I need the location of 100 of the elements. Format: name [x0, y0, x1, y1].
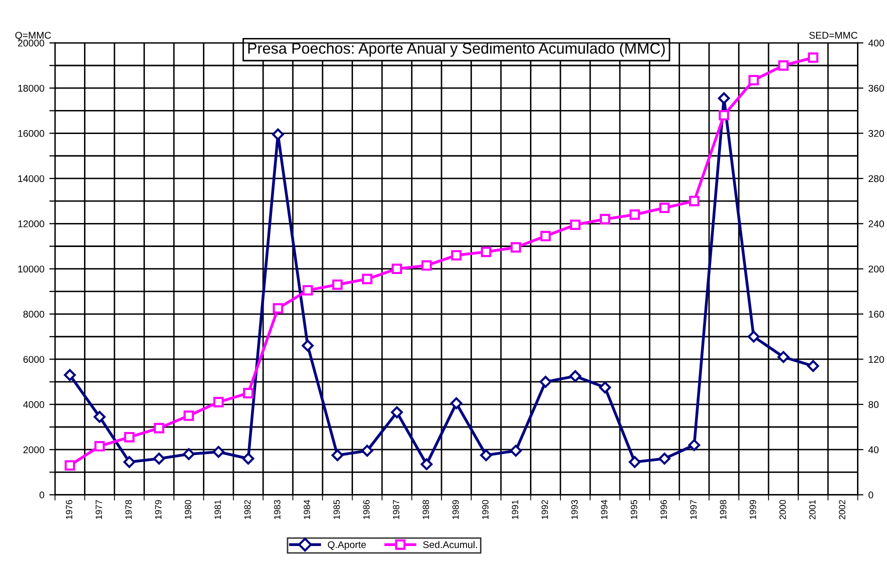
point: [570, 220, 580, 230]
point: [807, 360, 820, 372]
point: [64, 460, 76, 471]
legend-label: Q.Aporte: [328, 541, 366, 550]
point: [124, 432, 135, 442]
point: [184, 410, 194, 421]
y-tick-label: 6000: [23, 356, 44, 363]
y-tick-label: 0: [40, 492, 44, 498]
x-tick-label: 1998: [720, 500, 726, 520]
point: [688, 439, 700, 452]
x-tick-label: 1989: [452, 500, 459, 520]
point: [777, 351, 790, 363]
x-tick-label: 1999: [750, 500, 756, 520]
y2-tick-label: 80: [868, 401, 879, 408]
point: [362, 274, 372, 284]
x-tick-label: 1992: [542, 500, 548, 520]
point: [213, 396, 224, 408]
x-tick-label: 1996: [660, 500, 667, 520]
y-tick-label: 4000: [23, 401, 44, 408]
point: [390, 406, 403, 418]
x-tick-label: 1978: [125, 500, 132, 520]
point: [630, 209, 640, 220]
y-tick-label: 8000: [23, 310, 44, 318]
y-tick-label: 12000: [18, 220, 44, 228]
y-tick-label: 14000: [18, 175, 44, 182]
y-tick-label: 2000: [23, 446, 44, 454]
y2-tick-label: 320: [868, 130, 884, 137]
point: [242, 452, 254, 465]
y2-tick-label: 0: [868, 492, 874, 498]
x-tick-label: 1983: [274, 500, 280, 520]
y2-axis-title: SED=MMC: [809, 32, 858, 39]
chart-title: Presa Poechos: Aporte Anual y Sedimento Acumulado (MMC): [248, 42, 665, 57]
point: [64, 369, 76, 381]
point: [123, 456, 136, 468]
x-tick-label: 1979: [155, 500, 162, 520]
y2-tick-label: 280: [868, 175, 884, 182]
point: [688, 196, 700, 206]
x-tick-label: 1991: [512, 500, 518, 520]
point: [243, 388, 254, 398]
point: [658, 452, 670, 465]
point: [361, 444, 374, 457]
x-tick-label: 1981: [214, 500, 221, 520]
point: [510, 242, 522, 253]
point: [510, 444, 522, 457]
x-tick-label: 1990: [482, 500, 489, 520]
y-tick-label: 18000: [18, 84, 44, 92]
point: [569, 370, 582, 382]
x-tick-label: 1984: [304, 500, 310, 520]
x-tick-label: 2000: [779, 500, 786, 520]
x-tick-label: 1987: [392, 500, 400, 520]
point: [154, 422, 164, 434]
y2-tick-label: 400: [868, 40, 884, 47]
x-tick-label: 1977: [96, 500, 102, 520]
y2-tick-label: 120: [868, 356, 884, 363]
point: [808, 52, 818, 63]
x-tick-label: 2001: [809, 500, 816, 520]
point: [302, 285, 313, 296]
point: [540, 376, 552, 388]
x-tick-label: 2002: [838, 500, 846, 520]
y-axis-title: Q=MMC: [15, 32, 51, 40]
y-tick-label: 10000: [18, 266, 44, 272]
x-tick-label: 1993: [571, 500, 578, 520]
point: [182, 448, 195, 460]
point: [332, 279, 343, 290]
x-tick-label: 1985: [333, 500, 340, 520]
y2-tick-label: 160: [868, 310, 884, 318]
point: [421, 260, 432, 271]
x-tick-label: 1995: [630, 500, 638, 520]
point: [718, 92, 730, 104]
y2-tick-label: 40: [868, 446, 879, 454]
point: [212, 446, 224, 458]
point: [94, 440, 105, 452]
point: [420, 458, 433, 470]
point: [451, 250, 462, 260]
point: [748, 330, 760, 343]
point: [659, 202, 670, 214]
point: [480, 449, 492, 462]
point: [778, 60, 789, 71]
x-tick-label: 1988: [422, 500, 430, 520]
legend-label: Sed.Acumul.: [423, 540, 477, 548]
y2-tick-label: 360: [868, 84, 884, 92]
x-tick-label: 1994: [601, 500, 608, 520]
x-tick-label: 1980: [184, 500, 192, 520]
point: [599, 382, 611, 394]
x-tick-label: 1976: [66, 500, 72, 520]
x-tick-label: 1986: [363, 500, 370, 520]
point: [272, 303, 284, 314]
point: [748, 74, 759, 86]
point: [392, 264, 402, 274]
point: [600, 214, 610, 224]
point: [718, 110, 730, 120]
x-tick-label: 1997: [690, 500, 697, 520]
y-tick-label: 16000: [18, 130, 44, 137]
point: [450, 397, 462, 410]
point: [480, 246, 492, 258]
point: [94, 410, 106, 423]
y2-tick-label: 200: [868, 266, 884, 272]
point: [153, 452, 166, 465]
y-tick-label: 20000: [18, 40, 44, 47]
point: [540, 230, 551, 242]
